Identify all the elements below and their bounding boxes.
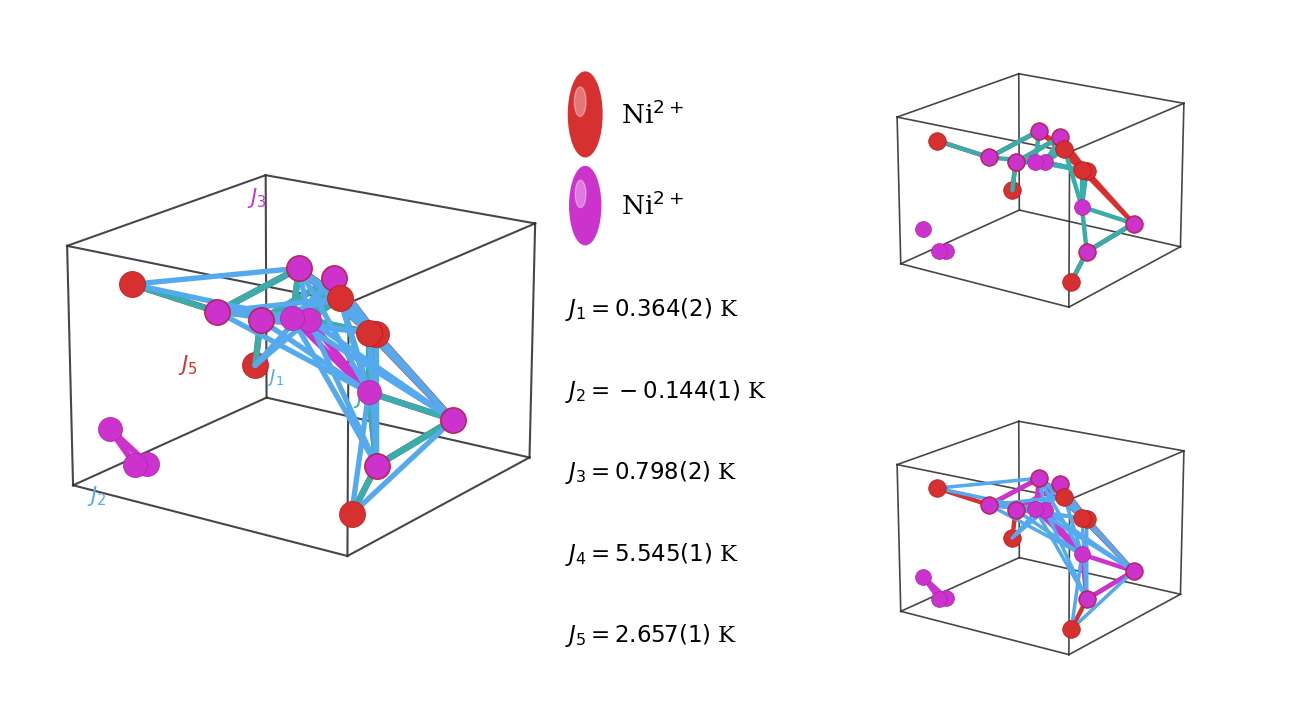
Circle shape: [570, 167, 601, 245]
Text: $J_4 = 5.545(1)$ K: $J_4 = 5.545(1)$ K: [565, 541, 739, 568]
Circle shape: [575, 87, 586, 117]
Text: $J_1 = 0.364(2)$ K: $J_1 = 0.364(2)$ K: [565, 296, 739, 324]
Circle shape: [575, 180, 586, 208]
Text: Ni$^{2+}$: Ni$^{2+}$: [621, 100, 684, 129]
Text: Ni$^{2+}$: Ni$^{2+}$: [621, 191, 684, 220]
Text: $J_5 = 2.657(1)$ K: $J_5 = 2.657(1)$ K: [565, 622, 737, 649]
Text: $J_3 = 0.798(2)$ K: $J_3 = 0.798(2)$ K: [565, 459, 737, 487]
Text: $J_2 = -0.144(1)$ K: $J_2 = -0.144(1)$ K: [565, 378, 767, 405]
Circle shape: [568, 72, 602, 157]
